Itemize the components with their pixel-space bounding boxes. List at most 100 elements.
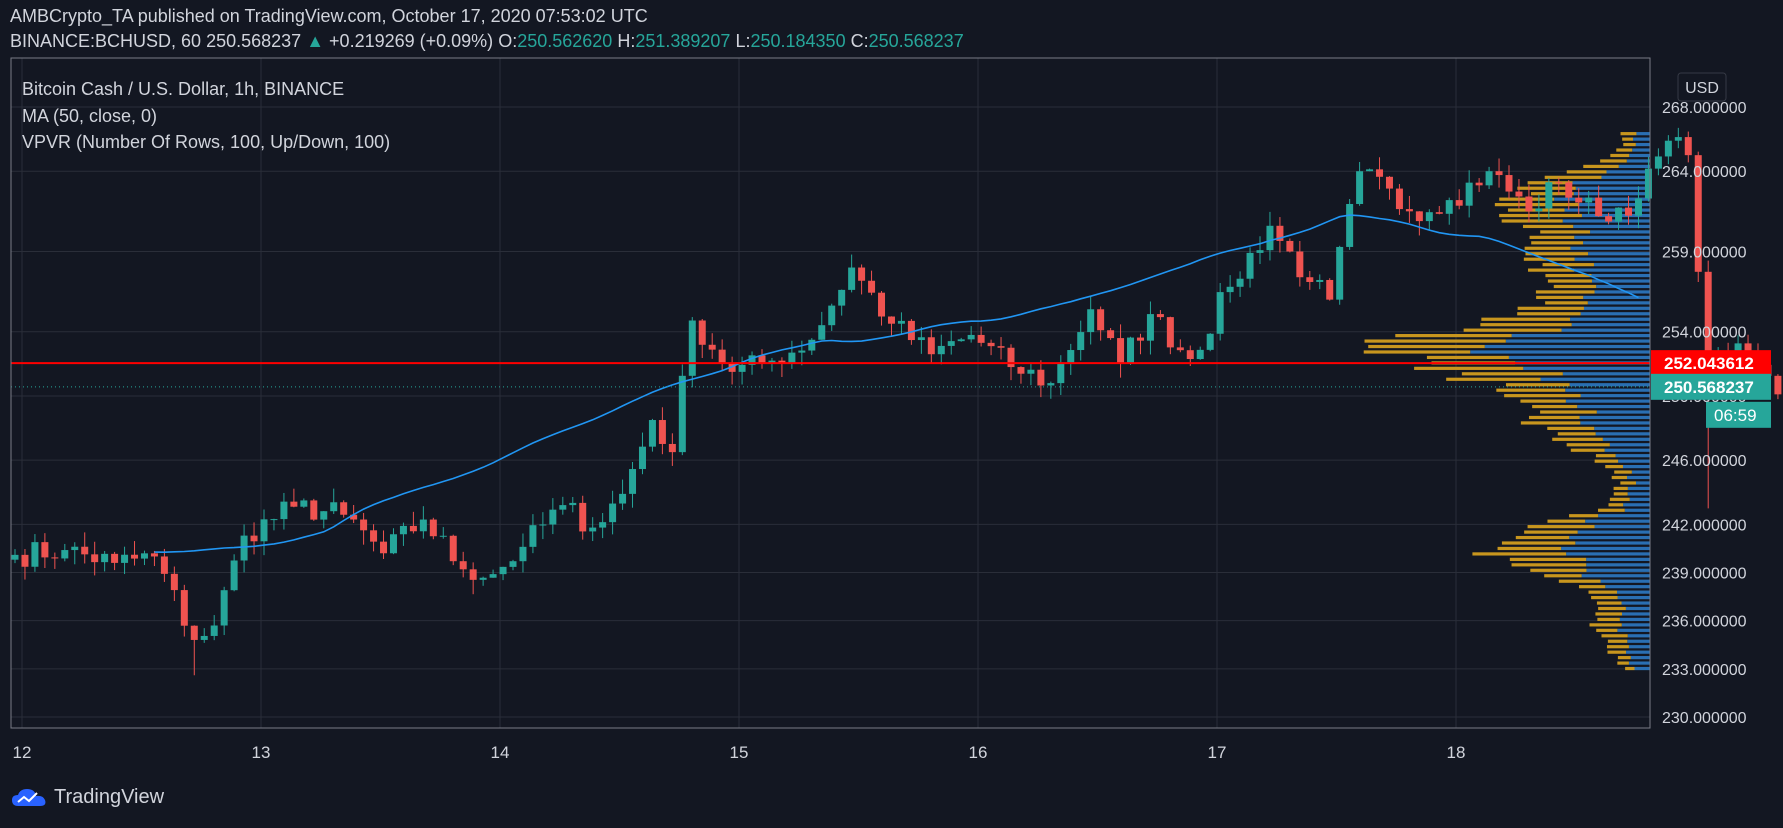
vp-down-bar (1511, 563, 1587, 567)
x-tick-label: 17 (1208, 743, 1227, 762)
vp-up-bar (1566, 552, 1650, 556)
candle-body (140, 553, 148, 559)
candle-body (180, 590, 188, 626)
candle-body (1326, 279, 1334, 300)
candle (1664, 135, 1672, 165)
candle-body (868, 280, 876, 293)
candle (380, 530, 388, 559)
symbol-ohlc-bar: BINANCE:BCHUSD, 60 250.568237 ▲ +0.21926… (10, 31, 964, 52)
vp-up-bar (1586, 568, 1650, 572)
candle-body (1236, 278, 1244, 287)
candle-body (260, 519, 268, 542)
candle (51, 552, 59, 569)
vp-down-bar (1617, 656, 1631, 660)
vp-up-bar (1628, 645, 1650, 649)
candle (848, 254, 856, 293)
candle (260, 509, 268, 556)
vp-down-bar (1536, 295, 1584, 300)
ma-legend[interactable]: MA (50, close, 0) (22, 106, 158, 126)
vp-up-bar (1596, 410, 1650, 414)
candle-body (380, 541, 388, 554)
vp-down-bar (1501, 541, 1576, 545)
vp-down-bar (1497, 546, 1562, 551)
vp-up-bar (1565, 388, 1650, 392)
vp-down-bar (1446, 377, 1541, 381)
candle-body (519, 546, 527, 562)
candle-body (589, 527, 597, 532)
vp-down-bar (1544, 175, 1602, 179)
vp-down-bar (1601, 634, 1628, 638)
candle (250, 522, 258, 555)
candle (200, 628, 208, 643)
candle (688, 317, 696, 388)
vp-up-bar (1632, 148, 1650, 152)
vp-down-bar (1505, 383, 1570, 387)
candle (1266, 211, 1274, 261)
vp-down-bar (1472, 552, 1567, 556)
candle-body (409, 525, 417, 532)
candle (270, 518, 278, 531)
vp-up-bar (1577, 530, 1650, 534)
vp-up-bar (1600, 579, 1650, 583)
y-tick-label: 239.000000 (1662, 566, 1747, 583)
candle-body (350, 514, 358, 520)
candle (1087, 296, 1095, 345)
vp-down-bar (1596, 628, 1618, 632)
vp-up-bar (1629, 153, 1650, 158)
vp-down-bar (1613, 486, 1628, 491)
candle-body (1356, 171, 1364, 204)
y-tick-label: 246.000000 (1662, 453, 1747, 470)
vp-down-bar (1598, 508, 1625, 512)
candle (788, 340, 796, 369)
vp-up-bar (1619, 617, 1650, 622)
candle (1774, 374, 1782, 400)
vp-up-bar (1573, 224, 1650, 229)
vp-up-bar (1636, 132, 1650, 136)
candle-body (1107, 330, 1115, 339)
y-tick-label: 264.000000 (1662, 164, 1747, 181)
candle (1077, 320, 1085, 361)
candle (479, 576, 487, 586)
vp-up-bar (1595, 432, 1650, 436)
candle (1694, 151, 1702, 282)
vp-down-bar (1368, 344, 1485, 349)
candle (1625, 195, 1633, 225)
vp-down-bar (1620, 481, 1636, 485)
y-tick-label: 236.000000 (1662, 614, 1747, 631)
vp-up-bar (1629, 497, 1650, 501)
candle-body (987, 342, 995, 347)
candle (21, 549, 29, 580)
candle-body (91, 554, 99, 563)
countdown-bg (1706, 401, 1771, 428)
candle-body (1136, 337, 1144, 341)
currency-button[interactable]: USD (1677, 72, 1727, 102)
candle (1356, 161, 1364, 206)
vp-down-bar (1594, 459, 1619, 463)
vp-down-bar (1606, 645, 1629, 649)
candle (1027, 363, 1035, 386)
candle-body (150, 553, 158, 557)
vp-down-bar (1617, 661, 1629, 665)
vpvr-legend[interactable]: VPVR (Number Of Rows, 100, Up/Down, 100) (22, 132, 391, 152)
vp-up-bar (1609, 443, 1650, 447)
candle (957, 337, 965, 342)
time-axis: 12 13 14 15 16 17 18 (13, 743, 1466, 762)
candle (1565, 180, 1573, 210)
candle (1226, 275, 1234, 303)
vp-down-bar (1527, 525, 1595, 529)
candle-body (808, 339, 816, 351)
candle-body (1495, 171, 1503, 176)
candle-body (51, 557, 59, 559)
candle-body (1625, 207, 1633, 216)
candle (808, 338, 816, 355)
vp-down-bar (1540, 410, 1597, 414)
candle (997, 337, 1005, 360)
vp-down-bar (1463, 328, 1562, 332)
candle (519, 533, 527, 573)
candle (897, 312, 905, 335)
candle-body (1535, 208, 1543, 212)
tradingview-logo[interactable]: TradingView (10, 786, 164, 809)
low-label: L: (735, 31, 751, 51)
y-tick-label: 233.000000 (1662, 662, 1747, 679)
